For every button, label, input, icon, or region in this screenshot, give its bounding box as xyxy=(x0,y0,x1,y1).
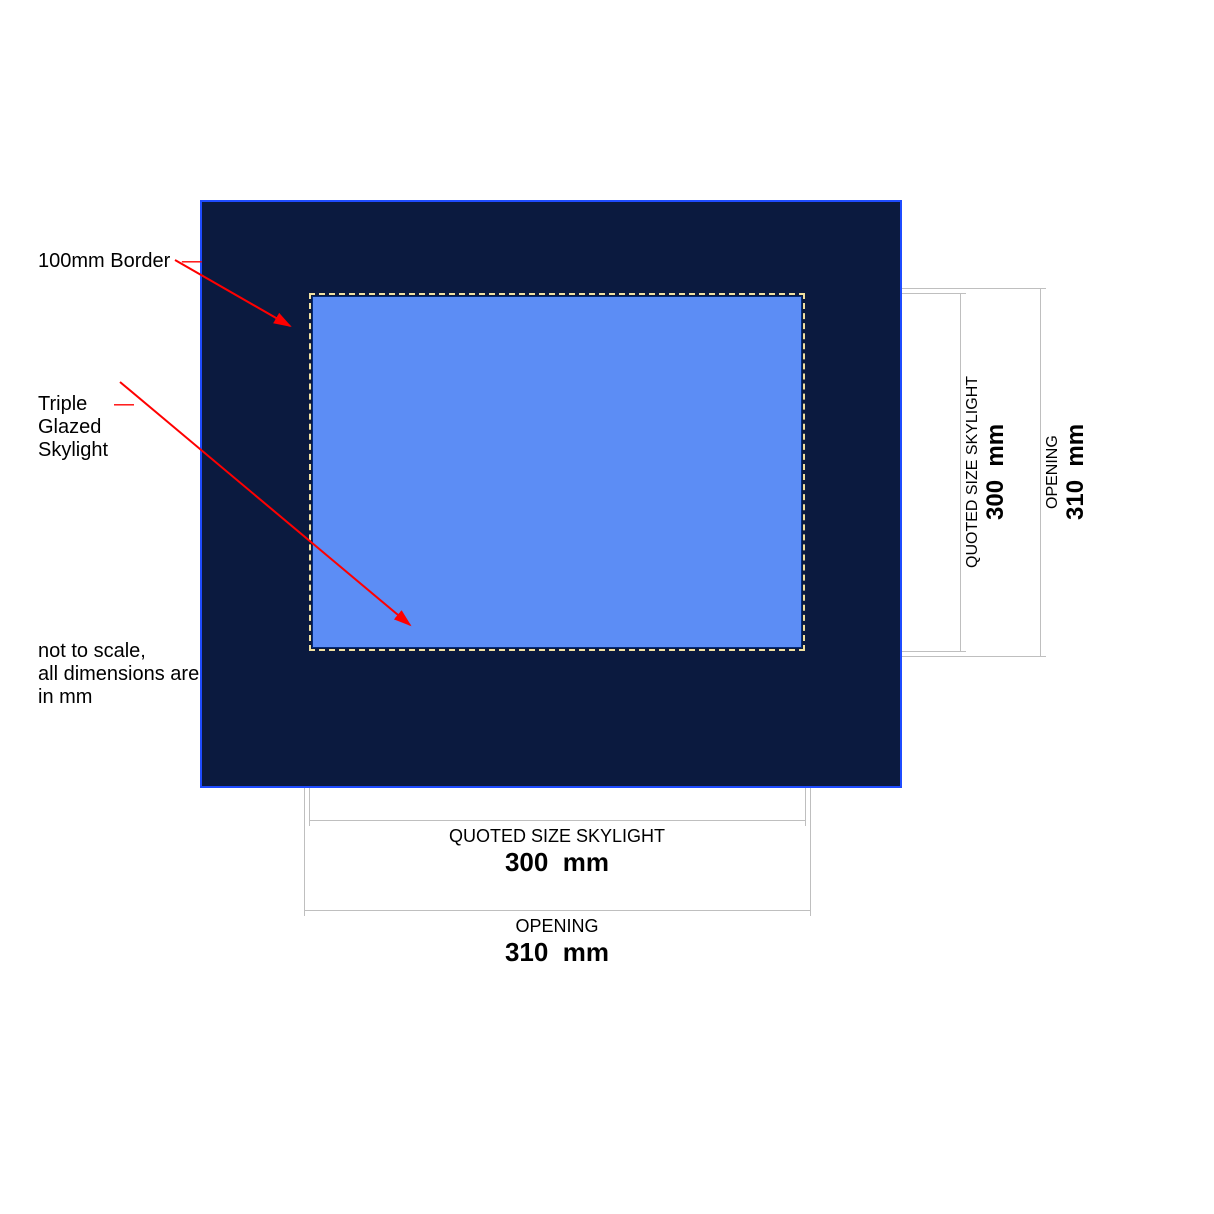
dim-value: 300 mm xyxy=(309,847,805,878)
dim-tick xyxy=(902,656,1046,657)
dim-tick xyxy=(810,788,811,916)
diagram-canvas: 100mm Border — Triple Glazed Skylight— n… xyxy=(0,0,1214,1214)
skylight-panel xyxy=(312,296,802,648)
dim-value: 300 mm xyxy=(982,293,1010,651)
dim-value: 310 mm xyxy=(1062,288,1090,656)
dim-tick xyxy=(304,788,305,916)
dim-tick xyxy=(902,288,1046,289)
vertical-quoted-dimension: QUOTED SIZE SKYLIGHT 300 mm xyxy=(964,293,1010,651)
dim-tick xyxy=(902,293,966,294)
dim-label: OPENING xyxy=(1044,288,1062,656)
skylight-callout-label: Triple Glazed Skylight— xyxy=(38,370,134,462)
dim-line xyxy=(960,293,961,651)
dim-line xyxy=(1040,288,1041,656)
horizontal-quoted-dimension: QUOTED SIZE SKYLIGHT 300 mm xyxy=(309,826,805,878)
dim-label: QUOTED SIZE SKYLIGHT xyxy=(964,293,982,651)
dim-tick xyxy=(805,788,806,826)
skylight-callout-text: Triple Glazed Skylight xyxy=(38,393,108,462)
border-callout-label: 100mm Border — xyxy=(38,250,202,273)
dim-line xyxy=(309,820,805,821)
dim-value: 310 mm xyxy=(304,937,810,968)
dim-label: QUOTED SIZE SKYLIGHT xyxy=(309,826,805,847)
vertical-opening-dimension: OPENING 310 mm xyxy=(1044,288,1090,656)
dim-tick xyxy=(902,651,966,652)
border-callout-text: 100mm Border xyxy=(38,250,170,272)
dim-line xyxy=(304,910,810,911)
dim-label: OPENING xyxy=(304,916,810,937)
scale-note: not to scale, all dimensions are in mm xyxy=(38,640,199,709)
horizontal-opening-dimension: OPENING 310 mm xyxy=(304,916,810,968)
